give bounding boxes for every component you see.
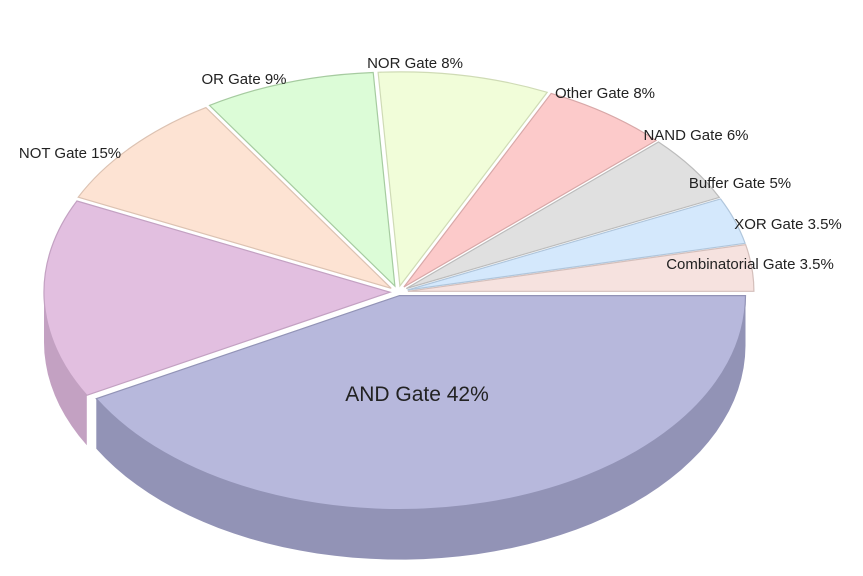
slice-nor-gate [208,71,396,288]
slice-label-nand-gate: NAND Gate 6% [643,127,748,144]
slice-labels: AND Gate 42% NOT Gate 15% OR Gate 9% NOR Ga… [19,55,842,406]
slice-xor-gate [407,198,746,291]
slice-label-nor-gate: NOR Gate 8% [367,55,463,72]
slice-label-buffer-gate: Buffer Gate 5% [689,175,791,192]
slice-label-and-gate: AND Gate 42% [345,383,489,406]
slice-nand-gate [403,92,658,288]
slice-label-combinatorial-gate: Combinatorial Gate 3.5% [666,256,834,273]
slice-side-not-gate [44,292,87,446]
pie-sides [44,292,746,560]
slice-buffer-gate [405,141,721,290]
slice-label-xor-gate: XOR Gate 3.5% [734,216,842,233]
slice-or-gate [77,106,392,289]
slice-side-and-gate [96,295,746,560]
slice-label-not-gate: NOT Gate 15% [19,145,121,162]
slice-and-gate [95,295,747,511]
slice-label-other-gate: Other Gate 8% [555,85,655,102]
slice-label-or-gate: OR Gate 9% [201,71,286,88]
slice-combinatorial-gate [407,243,755,292]
slice-not-gate [43,200,392,396]
pie-slices [43,71,755,511]
slice-other-gate [377,71,549,288]
